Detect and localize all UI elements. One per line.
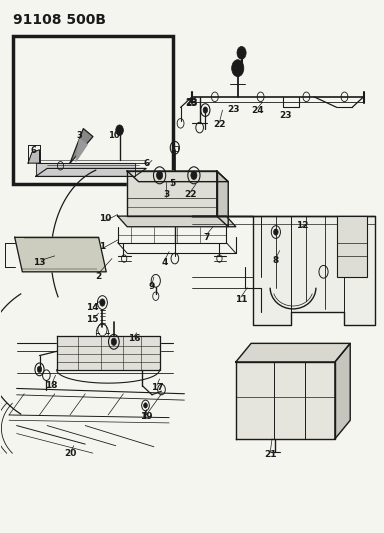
Text: 4: 4: [161, 259, 168, 267]
Polygon shape: [28, 150, 40, 163]
Circle shape: [116, 125, 123, 135]
Polygon shape: [236, 343, 350, 362]
Text: 22: 22: [184, 190, 196, 199]
Polygon shape: [70, 128, 93, 163]
Polygon shape: [15, 237, 106, 272]
Text: 13: 13: [33, 258, 46, 266]
Bar: [13, 36, 173, 184]
Text: 10: 10: [108, 131, 120, 140]
Circle shape: [100, 299, 105, 306]
Text: 20: 20: [65, 449, 77, 458]
Polygon shape: [36, 168, 146, 176]
Text: 91108 500B: 91108 500B: [13, 13, 106, 27]
Text: 10: 10: [99, 214, 111, 223]
Text: 17: 17: [151, 383, 163, 392]
Text: 6: 6: [143, 159, 149, 167]
Polygon shape: [192, 216, 375, 325]
Polygon shape: [36, 163, 135, 176]
Text: 1: 1: [99, 242, 106, 251]
Text: 14: 14: [86, 303, 98, 312]
Circle shape: [203, 107, 208, 114]
Circle shape: [237, 46, 246, 59]
Text: 23: 23: [185, 99, 197, 108]
Text: 23: 23: [228, 104, 240, 114]
Polygon shape: [57, 336, 160, 370]
Text: 3: 3: [163, 190, 169, 199]
Circle shape: [191, 171, 197, 180]
Polygon shape: [236, 362, 335, 439]
Text: 11: 11: [235, 295, 247, 304]
Text: 18: 18: [45, 381, 57, 390]
Text: 23: 23: [279, 111, 292, 120]
Polygon shape: [335, 343, 350, 439]
Polygon shape: [127, 171, 228, 182]
Text: 3: 3: [77, 131, 83, 140]
Circle shape: [232, 60, 244, 77]
Text: 12: 12: [296, 221, 308, 230]
Text: 24: 24: [251, 106, 264, 115]
Bar: [337, 216, 367, 277]
Circle shape: [37, 366, 42, 373]
Text: 21: 21: [264, 450, 276, 459]
Text: 5: 5: [169, 179, 175, 188]
Circle shape: [111, 338, 116, 345]
Text: 23: 23: [186, 98, 198, 107]
Bar: [172, 146, 178, 151]
Text: 8: 8: [273, 256, 279, 265]
Text: 16: 16: [128, 334, 140, 343]
Text: 6: 6: [31, 147, 37, 156]
Polygon shape: [217, 171, 228, 227]
Polygon shape: [76, 139, 87, 161]
Text: 22: 22: [213, 120, 226, 129]
Text: 7: 7: [203, 233, 210, 242]
Circle shape: [273, 229, 278, 235]
Circle shape: [157, 171, 163, 180]
Circle shape: [144, 403, 147, 408]
Text: 19: 19: [140, 411, 152, 421]
Text: 2: 2: [96, 271, 102, 280]
Polygon shape: [118, 216, 236, 227]
Text: 15: 15: [86, 315, 98, 324]
Text: 9: 9: [149, 282, 155, 291]
Polygon shape: [127, 171, 217, 216]
